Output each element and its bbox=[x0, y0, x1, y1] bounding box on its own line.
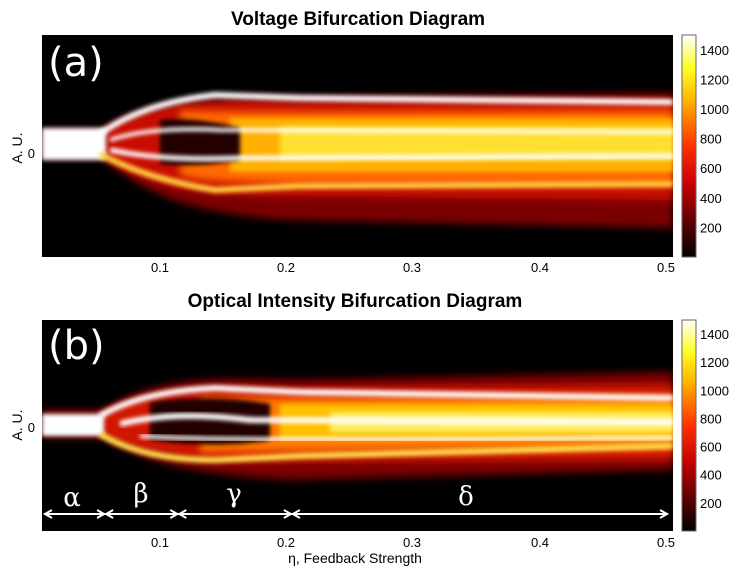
region-gamma-label: γ bbox=[226, 479, 242, 509]
panel-a-colorbar-tick: 1400 bbox=[700, 43, 729, 58]
region-arrowhead-left bbox=[42, 509, 53, 519]
panel-b-x-tick: 0.4 bbox=[531, 535, 549, 550]
region-arrowhead-left bbox=[177, 509, 187, 519]
panel-a-x-tick: 0.3 bbox=[403, 260, 421, 275]
panel-a-label: (a) bbox=[48, 40, 104, 86]
panel-b-colorbar-tick: 200 bbox=[700, 496, 722, 511]
panel-b-colorbar-tick: 1400 bbox=[700, 327, 729, 342]
panel-a: Voltage Bifurcation Diagram 0.1 0.2 0.3 bbox=[9, 9, 729, 275]
region-markers bbox=[42, 509, 670, 519]
panel-b-colorbar-tick: 400 bbox=[700, 468, 722, 483]
panel-b-colorbar-tick: 800 bbox=[700, 412, 722, 427]
region-arrowhead-left bbox=[104, 509, 114, 519]
panel-a-colorbar-tick: 800 bbox=[700, 132, 722, 147]
panel-a-x-tick: 0.1 bbox=[151, 260, 169, 275]
panel-a-x-tick: 0.4 bbox=[531, 260, 549, 275]
region-arrowhead-right bbox=[659, 509, 670, 519]
panel-a-x-tick: 0.5 bbox=[657, 260, 675, 275]
panel-b-xlabel: η, Feedback Strength bbox=[288, 550, 422, 566]
panel-b-title: Optical Intensity Bifurcation Diagram bbox=[188, 291, 523, 312]
panel-b-colorbar-tick: 1000 bbox=[700, 383, 729, 398]
panel-b-region-arrows: α β γ δ bbox=[42, 479, 670, 519]
panel-a-colorbar bbox=[681, 34, 697, 258]
panel-a-colorbar-ticks: 200 400 600 800 1000 1200 1400 bbox=[700, 43, 729, 236]
panel-a-colorbar-tick: 200 bbox=[700, 220, 722, 235]
panel-a-ylabel: A. U. bbox=[9, 132, 25, 163]
panel-b-x-ticks: 0.1 0.2 0.3 0.4 0.5 bbox=[151, 535, 675, 550]
panel-b-label: (b) bbox=[48, 323, 105, 369]
region-beta-label: β bbox=[133, 479, 148, 509]
panel-b-colorbar-tick: 600 bbox=[700, 440, 722, 455]
panel-b-ylabel: A. U. bbox=[9, 409, 25, 440]
region-delta-label: δ bbox=[458, 482, 474, 512]
region-arrowhead-left bbox=[290, 509, 301, 519]
panel-a-heatmap bbox=[42, 91, 673, 228]
panel-b-colorbar-ticks: 200 400 600 800 1000 1200 1400 bbox=[700, 327, 729, 511]
panel-a-y-tick: 0 bbox=[28, 146, 35, 161]
panel-b-heatmap bbox=[42, 372, 673, 480]
panel-a-x-ticks: 0.1 0.2 0.3 0.4 0.5 bbox=[151, 260, 675, 275]
panel-b-x-tick: 0.2 bbox=[277, 535, 295, 550]
panel-a-colorbar-tick: 400 bbox=[700, 191, 722, 206]
region-alpha-label: α bbox=[63, 483, 81, 513]
panel-b-x-tick: 0.3 bbox=[403, 535, 421, 550]
panel-a-title: Voltage Bifurcation Diagram bbox=[231, 9, 485, 30]
panel-b-x-tick: 0.1 bbox=[151, 535, 169, 550]
panel-b-y-tick: 0 bbox=[28, 420, 35, 435]
panel-a-x-tick: 0.2 bbox=[277, 260, 295, 275]
panel-b-colorbar bbox=[681, 319, 697, 532]
panel-a-colorbar-tick: 1200 bbox=[700, 72, 729, 87]
panel-b: Optical Intensity Bifurcation Diagram α … bbox=[9, 291, 729, 566]
panel-b-colorbar-tick: 1200 bbox=[700, 355, 729, 370]
panel-a-colorbar-tick: 600 bbox=[700, 161, 722, 176]
panel-a-colorbar-tick: 1000 bbox=[700, 102, 729, 117]
panel-b-x-tick: 0.5 bbox=[657, 535, 675, 550]
